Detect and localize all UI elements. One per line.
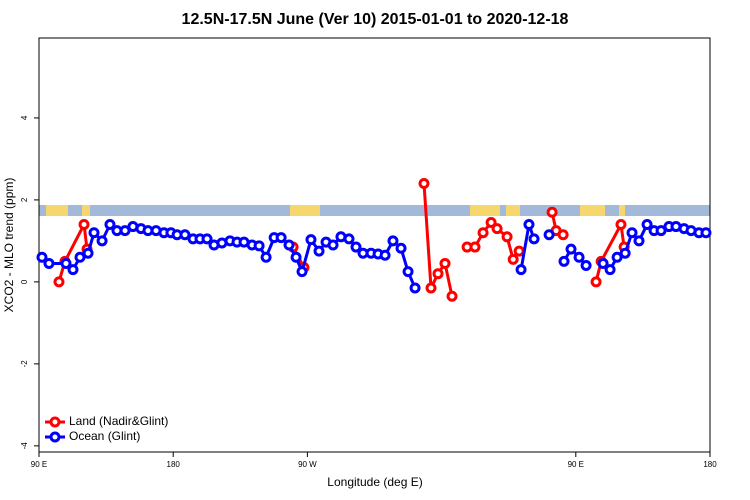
y-tick-label: 4 <box>20 115 29 120</box>
point <box>290 251 302 263</box>
point <box>253 240 265 252</box>
point <box>409 282 421 294</box>
point <box>501 231 513 243</box>
y-tick-label: -4 <box>20 442 29 450</box>
point <box>528 233 540 245</box>
point <box>485 216 497 228</box>
point <box>700 227 712 239</box>
point <box>74 251 86 263</box>
x-tick-label: 180 <box>703 460 717 469</box>
x-tick-label: 90 E <box>31 460 47 469</box>
legend-label: Ocean (Glint) <box>69 429 140 443</box>
point <box>60 257 72 269</box>
x-tick-label: 90 E <box>568 460 584 469</box>
land-patches <box>46 205 625 216</box>
point <box>296 266 308 278</box>
point <box>53 276 65 288</box>
point <box>491 223 503 235</box>
point <box>343 233 355 245</box>
point <box>573 251 585 263</box>
x-axis-label: Longitude (deg E) <box>327 475 422 489</box>
point <box>88 227 100 239</box>
point <box>201 233 213 245</box>
point <box>565 243 577 255</box>
point <box>275 232 287 244</box>
point <box>590 276 602 288</box>
point <box>67 264 79 276</box>
point <box>546 206 558 218</box>
point <box>558 255 570 267</box>
point <box>580 259 592 271</box>
point <box>611 251 623 263</box>
legend-marker <box>49 431 61 443</box>
point <box>626 227 638 239</box>
land-strip <box>39 205 710 216</box>
y-tick-label: -2 <box>20 360 29 368</box>
point <box>283 239 295 251</box>
point <box>439 257 451 269</box>
point <box>446 290 458 302</box>
x-tick-label: 180 <box>167 460 181 469</box>
point <box>305 234 317 246</box>
point <box>327 239 339 251</box>
point <box>260 251 272 263</box>
point <box>78 219 90 231</box>
point <box>82 247 94 259</box>
point <box>350 241 362 253</box>
chart-title: 12.5N-17.5N June (Ver 10) 2015-01-01 to … <box>182 11 569 28</box>
point <box>387 235 399 247</box>
point <box>507 253 519 265</box>
point <box>469 241 481 253</box>
plot-frame <box>38 37 711 453</box>
point <box>641 219 653 231</box>
point <box>515 264 527 276</box>
point <box>402 266 414 278</box>
point <box>655 225 667 237</box>
point <box>119 225 131 237</box>
point <box>313 245 325 257</box>
legend-label: Land (Nadir&Glint) <box>69 414 168 428</box>
point <box>379 249 391 261</box>
point <box>543 229 555 241</box>
legend-marker <box>49 416 61 428</box>
point <box>597 257 609 269</box>
point <box>395 242 407 254</box>
point <box>418 178 430 190</box>
point <box>104 219 116 231</box>
point <box>557 229 569 241</box>
point <box>96 235 108 247</box>
point <box>523 219 535 231</box>
y-axis-label: XCO2 - MLO trend (ppm) <box>2 178 16 313</box>
point <box>604 264 616 276</box>
point <box>633 235 645 247</box>
point <box>513 245 525 257</box>
y-tick-label: 2 <box>20 197 29 202</box>
point <box>425 282 437 294</box>
point <box>36 251 48 263</box>
point <box>619 247 631 259</box>
point <box>179 229 191 241</box>
point <box>615 219 627 231</box>
point <box>43 257 55 269</box>
point <box>432 268 444 280</box>
x-tick-label: 90 W <box>298 460 317 469</box>
point <box>477 227 489 239</box>
y-tick-label: 0 <box>20 279 29 284</box>
